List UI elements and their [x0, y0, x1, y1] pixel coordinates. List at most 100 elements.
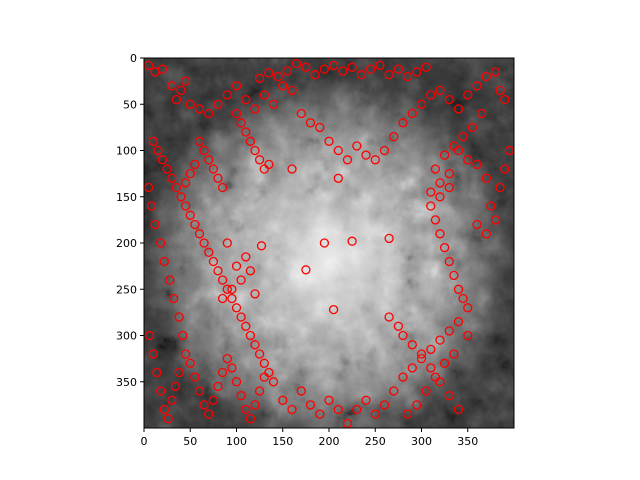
scatter-point [370, 409, 380, 419]
scatter-point [213, 173, 223, 183]
scatter-point [472, 219, 482, 230]
scatter-point [250, 340, 260, 350]
scatter-point [333, 404, 343, 415]
scatter-point [159, 404, 169, 415]
scatter-point [278, 395, 288, 405]
scatter-point [458, 131, 468, 142]
scatter-point [259, 372, 269, 382]
scatter-point [264, 68, 274, 78]
scatter-point [178, 330, 188, 341]
scatter-point [208, 395, 219, 405]
scatter-point [176, 192, 186, 202]
scatter-point [398, 118, 408, 128]
scatter-point [199, 400, 209, 410]
scatter-point [426, 363, 436, 373]
scatter-point [481, 229, 491, 239]
scatter-point [254, 155, 265, 165]
scatter-point [287, 164, 297, 174]
scatter-point [174, 312, 184, 322]
scatter-point [398, 330, 408, 341]
scatter-point [194, 104, 205, 114]
scatter-point [231, 81, 242, 91]
scatter-point [324, 395, 334, 405]
scatter-point [352, 141, 362, 151]
scatter-point [439, 242, 450, 253]
x-tick-label: 350 [457, 435, 478, 448]
scatter-point [333, 173, 343, 183]
scatter-point [315, 122, 325, 133]
scatter-point [144, 330, 155, 341]
scatter-point [328, 304, 339, 315]
scatter-point [208, 256, 219, 267]
scatter-point [416, 349, 427, 359]
scatter-point [398, 372, 408, 382]
scatter-point [180, 76, 191, 86]
scatter-point [500, 164, 510, 174]
scatter-point [199, 238, 209, 248]
scatter-point [168, 293, 179, 304]
y-tick-label: 100 [116, 145, 137, 158]
scatter-point [319, 238, 330, 248]
scatter-point [165, 275, 175, 285]
scatter-point [361, 395, 371, 405]
scatter-point [352, 404, 362, 415]
scatter-point [236, 390, 246, 401]
scatter-point [204, 409, 214, 419]
scatter-point [241, 252, 251, 262]
scatter-point [315, 409, 325, 419]
scatter-point [426, 344, 436, 355]
scatter-point [389, 386, 399, 396]
scatter-point [148, 136, 158, 146]
scatter-point [495, 85, 505, 96]
scatter-point [490, 215, 501, 225]
scatter-point [430, 164, 441, 174]
scatter-point [146, 201, 157, 211]
scatter-point [379, 145, 390, 156]
y-tick-label: 150 [116, 191, 137, 204]
scatter-point [361, 150, 371, 160]
scatter-point [296, 108, 306, 119]
scatter-point [156, 386, 166, 396]
scatter-point [241, 127, 251, 137]
scatter-point [213, 266, 223, 276]
scatter-point [162, 164, 172, 174]
scatter-point [231, 261, 242, 271]
scatter-point [407, 363, 417, 373]
scatter-point [144, 182, 154, 193]
scatter-point [407, 340, 417, 350]
scatter-point [194, 386, 205, 396]
x-tick-label: 50 [183, 435, 197, 448]
scatter-point [463, 155, 473, 165]
scatter-point [435, 335, 445, 345]
scatter-point [453, 145, 464, 156]
scatter-point [217, 182, 228, 193]
y-tick-label: 0 [130, 52, 137, 65]
x-tick-label: 0 [141, 435, 148, 448]
scatter-point [356, 70, 367, 80]
scatter-point [245, 330, 256, 341]
scatter-point [185, 99, 195, 109]
scatter-point [402, 71, 413, 82]
scatter-point [222, 353, 232, 364]
scatter-point [227, 363, 237, 373]
scatter-point [167, 173, 177, 183]
scatter-point [199, 145, 209, 156]
scatter-point [444, 256, 454, 267]
scatter-point [449, 270, 459, 281]
scatter-point [324, 136, 334, 146]
scatter-point [236, 118, 246, 128]
y-tick-label: 50 [123, 98, 137, 111]
scatter-point [365, 64, 376, 74]
scatter-point [435, 377, 445, 387]
scatter-point [150, 219, 160, 230]
scatter-point [157, 155, 168, 165]
scatter-point [379, 400, 390, 410]
scatter-point [245, 414, 256, 424]
scatter-point [176, 85, 186, 96]
x-tick-label: 150 [272, 435, 293, 448]
scatter-point [472, 159, 482, 170]
scatter-point [170, 381, 181, 392]
scatter-point [384, 233, 394, 244]
scatter-point [453, 104, 464, 114]
scatter-point [463, 330, 473, 341]
